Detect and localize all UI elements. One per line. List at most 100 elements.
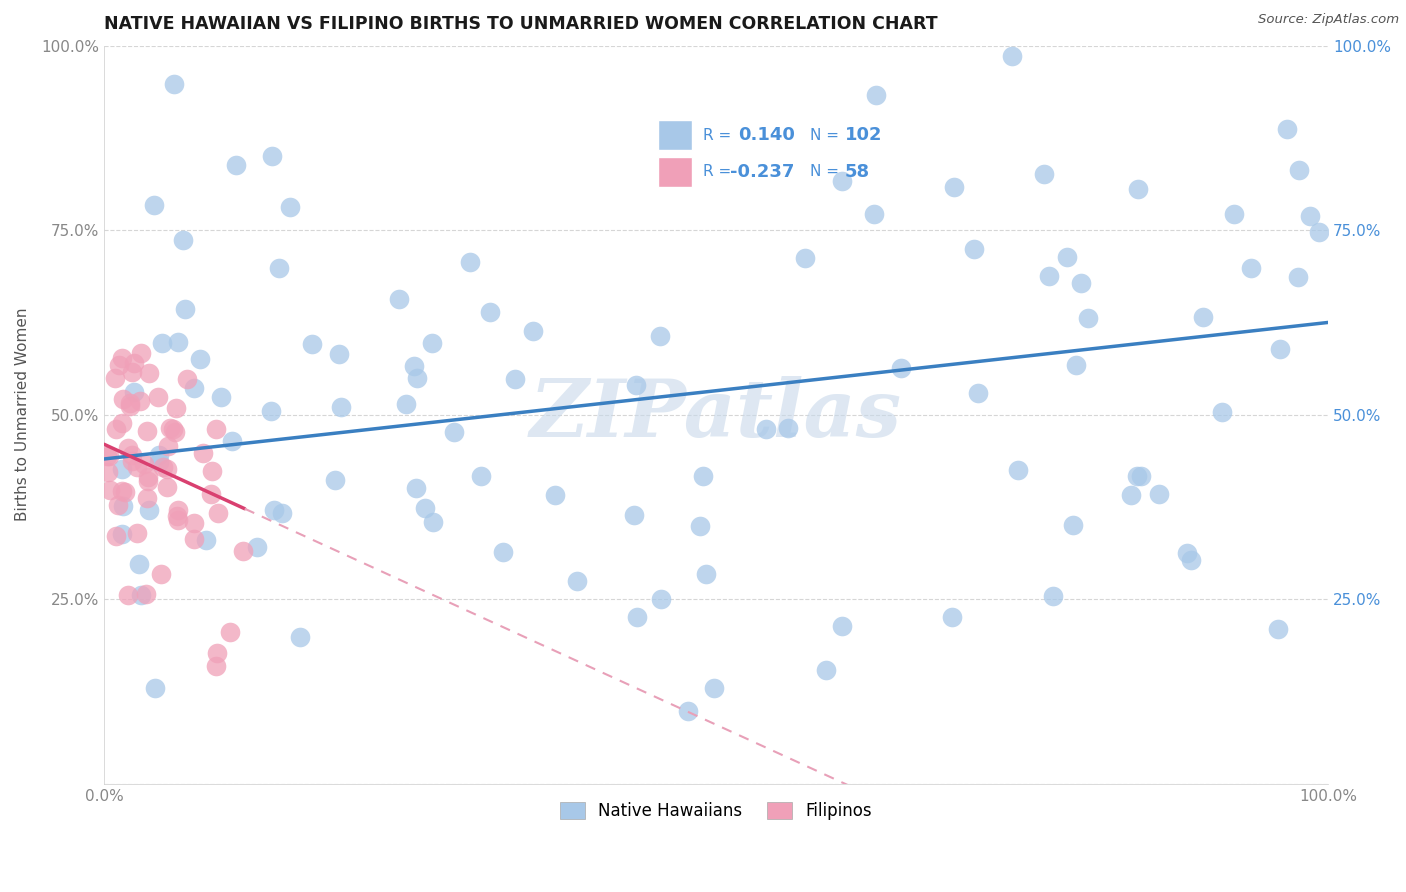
Point <box>330 400 353 414</box>
Point <box>1299 210 1322 224</box>
Point <box>1056 250 1078 264</box>
Point <box>422 516 444 530</box>
Point <box>890 360 912 375</box>
Point <box>111 351 134 366</box>
Point <box>1211 405 1233 419</box>
Point <box>134 586 156 600</box>
Point <box>703 681 725 696</box>
Point <box>1240 261 1263 276</box>
Point <box>1064 359 1087 373</box>
Point <box>301 337 323 351</box>
Point <box>166 513 188 527</box>
Point <box>111 462 134 476</box>
Point <box>1062 517 1084 532</box>
Point <box>470 468 492 483</box>
Point <box>112 392 135 406</box>
Point <box>405 481 427 495</box>
Point <box>165 425 187 440</box>
Point <box>135 491 157 506</box>
Point <box>120 399 142 413</box>
Point <box>148 448 170 462</box>
Point <box>117 588 139 602</box>
Point <box>271 507 294 521</box>
Point <box>191 445 214 459</box>
Text: R =: R = <box>703 128 737 143</box>
Point <box>402 359 425 373</box>
Point <box>104 370 127 384</box>
Point <box>443 425 465 440</box>
Point <box>188 352 211 367</box>
Point <box>204 658 226 673</box>
Point <box>1308 226 1330 240</box>
Bar <box>658 120 693 150</box>
Point <box>114 485 136 500</box>
Point <box>122 356 145 370</box>
Point <box>778 421 800 435</box>
Point <box>107 499 129 513</box>
Point <box>492 545 515 559</box>
Point <box>183 516 205 530</box>
Point <box>165 401 187 415</box>
Point <box>1119 488 1142 502</box>
Point <box>246 540 269 554</box>
Point <box>124 384 146 399</box>
Point <box>225 158 247 172</box>
Point <box>831 174 853 188</box>
Point <box>865 87 887 102</box>
Point <box>129 346 152 360</box>
Point <box>135 425 157 439</box>
Point <box>232 544 254 558</box>
Point <box>111 499 134 513</box>
Point <box>136 475 159 489</box>
Point <box>104 529 127 543</box>
Text: -0.237: -0.237 <box>730 162 794 180</box>
Point <box>503 372 526 386</box>
Point <box>152 459 174 474</box>
Point <box>1077 311 1099 326</box>
Point <box>104 421 127 435</box>
Point <box>125 460 148 475</box>
Point <box>831 619 853 633</box>
Point <box>388 292 411 306</box>
Text: 0.140: 0.140 <box>738 127 794 145</box>
Point <box>1126 182 1149 196</box>
Point <box>183 381 205 395</box>
Point <box>458 254 481 268</box>
Point <box>1286 269 1309 284</box>
Point <box>159 421 181 435</box>
Point <box>167 334 190 349</box>
Point <box>1222 207 1244 221</box>
Y-axis label: Births to Unmarried Women: Births to Unmarried Women <box>15 308 30 522</box>
Text: Source: ZipAtlas.com: Source: ZipAtlas.com <box>1258 13 1399 27</box>
Point <box>1042 589 1064 603</box>
Point <box>695 566 717 581</box>
Point <box>121 449 143 463</box>
Point <box>1130 469 1153 483</box>
Point <box>1033 167 1056 181</box>
Point <box>963 242 986 256</box>
Text: N =: N = <box>810 128 844 143</box>
Point <box>117 441 139 455</box>
Point <box>755 422 778 436</box>
Point <box>138 502 160 516</box>
Point <box>166 508 188 523</box>
Point <box>111 526 134 541</box>
Point <box>328 347 350 361</box>
Point <box>623 508 645 523</box>
Point <box>176 372 198 386</box>
Point <box>143 681 166 695</box>
Point <box>815 663 838 677</box>
Point <box>163 77 186 91</box>
Point <box>194 533 217 548</box>
Point <box>941 610 963 624</box>
Point <box>174 301 197 316</box>
Point <box>201 464 224 478</box>
Point <box>650 329 672 343</box>
Point <box>624 378 647 392</box>
Point <box>1147 487 1170 501</box>
Point <box>626 609 648 624</box>
Point <box>125 525 148 540</box>
Point <box>263 502 285 516</box>
Point <box>522 324 544 338</box>
Point <box>172 233 194 247</box>
